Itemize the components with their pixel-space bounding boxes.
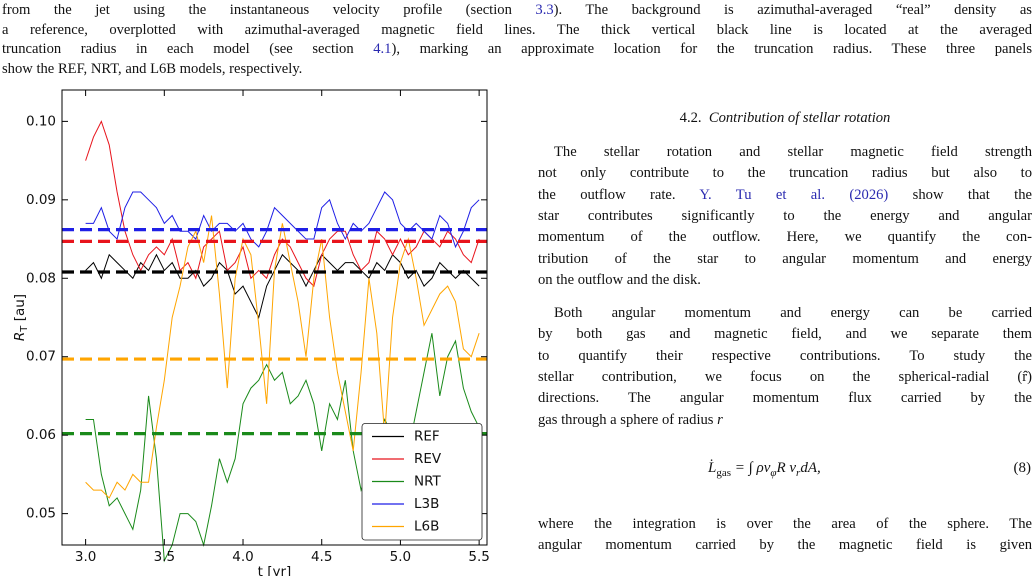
text: show the REF, NRT, and L6B models, respe… [2,61,303,78]
x-tick-label: 5.5 [468,549,489,565]
text-line: The stellar rotation and stellar magneti… [538,143,1032,162]
plot-frame [61,89,488,546]
text: where the integration is over the area o… [538,516,1032,532]
legend-label: REF [414,429,440,445]
legend-box [361,423,483,541]
equation: L̇gas = ∫ ρvφR vrdA, [708,460,821,479]
link[interactable]: Y. Tu et al. (2026) [699,186,889,203]
text-line: a reference, overplotted with azimuthal-… [2,21,1032,40]
section-heading: 4.2. Contribution of stellar rotation [538,110,1032,127]
x-tick-label: 4.5 [311,549,332,565]
equation-part: R v [776,460,797,476]
y-tick-label: 0.06 [26,427,56,443]
data-line [85,215,480,499]
x-tick-label: 3.5 [154,549,175,565]
x-tick-label: 5.0 [390,549,411,565]
text: by both gas and magnetic field, and we s… [538,326,1032,343]
text-line: the outflow rate. Y. Tu et al. (2026) sh… [538,186,1032,205]
legend-label: REV [414,451,442,467]
text-line: Both angular momentum and energy can be … [538,304,1032,323]
text-line: momentum of the outflow. Here, we quanti… [538,228,1032,247]
text: r [717,411,723,428]
text: not only contribute to the truncation ra… [538,165,1032,182]
text: ). The background is azimuthal-averaged … [553,2,1032,18]
y-tick-label: 0.10 [26,113,56,129]
text-line: truncation radius in each model (see sec… [2,40,1032,59]
text-line: gas through a sphere of radius r [538,411,1032,430]
y-tick-label: 0.07 [26,349,56,365]
text-line: directions. The angular momentum flux ca… [538,389,1032,408]
x-tick-label: 4.0 [232,549,253,565]
equation-part: r [796,467,801,479]
text: momentum of the outflow. Here, we quanti… [538,229,1032,246]
text-line: stellar contribution, we focus on the sp… [538,368,1032,387]
y-label-rest: [au] [12,294,28,326]
link[interactable]: 4.1 [373,41,392,58]
text: directions. The angular momentum flux ca… [538,390,1032,407]
equation-part: gas [716,467,732,479]
text: truncation radius in each model (see sec… [2,41,374,58]
text-line: angular momentum carried by the magnetic… [538,536,1032,555]
text: The stellar rotation and stellar magneti… [554,144,1032,160]
y-axis-label: RT [au] [12,294,30,341]
y-tick-label: 0.05 [26,506,56,522]
equation-number: (8) [1013,460,1032,476]
text: a reference, overplotted with azimuthal-… [2,21,1032,38]
text-line: where the integration is over the area o… [538,515,1032,534]
y-tick-label: 0.09 [26,192,56,208]
text: show that the [888,186,1032,203]
legend-label: NRT [414,474,441,490]
text: the outflow rate. [538,186,700,203]
text: from the jet using the instantaneous vel… [2,2,536,18]
text-line: to quantify their respective contributio… [538,347,1032,366]
text-line: show the REF, NRT, and L6B models, respe… [2,60,1032,79]
text: on the outflow and the disk. [538,271,701,288]
legend-label: L6B [414,519,439,535]
text-line: not only contribute to the truncation ra… [538,164,1032,183]
equation-part: dA, [800,460,821,476]
y-tick-label: 0.08 [26,270,56,286]
data-line [85,120,480,288]
text: ), marking an approximate location for t… [391,41,1032,58]
y-label-main: R [12,332,28,341]
text: angular momentum carried by the magnetic… [538,537,1032,554]
data-line [85,253,480,319]
text: Both angular momentum and energy can be … [554,305,1032,321]
equation-part: L̇ [708,460,717,476]
legend-label: L3B [414,496,439,512]
x-axis-label: t [yr] [258,564,292,576]
text: stellar contribution, we focus on the sp… [538,368,1032,385]
link[interactable]: 3.3 [535,2,554,18]
equation-part: φ [770,467,777,479]
text-line: by both gas and magnetic field, and we s… [538,325,1032,344]
y-label-sub: T [19,325,30,333]
chart: 3.0 3.5 4.0 4.5 5.0 5.5 0.05 0.06 0.07 0.08 0.09 0.… [12,89,490,576]
x-tick-label: 3.0 [75,549,96,565]
text-line: tribution of the star to angular momentu… [538,250,1032,269]
text-line: from the jet using the instantaneous vel… [2,1,1032,20]
text-line: star contributes significantly to the en… [538,207,1032,226]
text: tribution of the star to angular momentu… [538,250,1032,267]
text: gas through a sphere of radius [538,411,718,428]
text-line: on the outflow and the disk. [538,271,1032,290]
section-title: Contribution of stellar rotation [708,110,891,126]
data-line [85,191,480,249]
text: star contributes significantly to the en… [538,207,1032,224]
text: to quantify their respective contributio… [538,347,1032,364]
equation-part: = ∫ ρv [731,460,771,476]
section-number: 4.2. [679,110,702,126]
